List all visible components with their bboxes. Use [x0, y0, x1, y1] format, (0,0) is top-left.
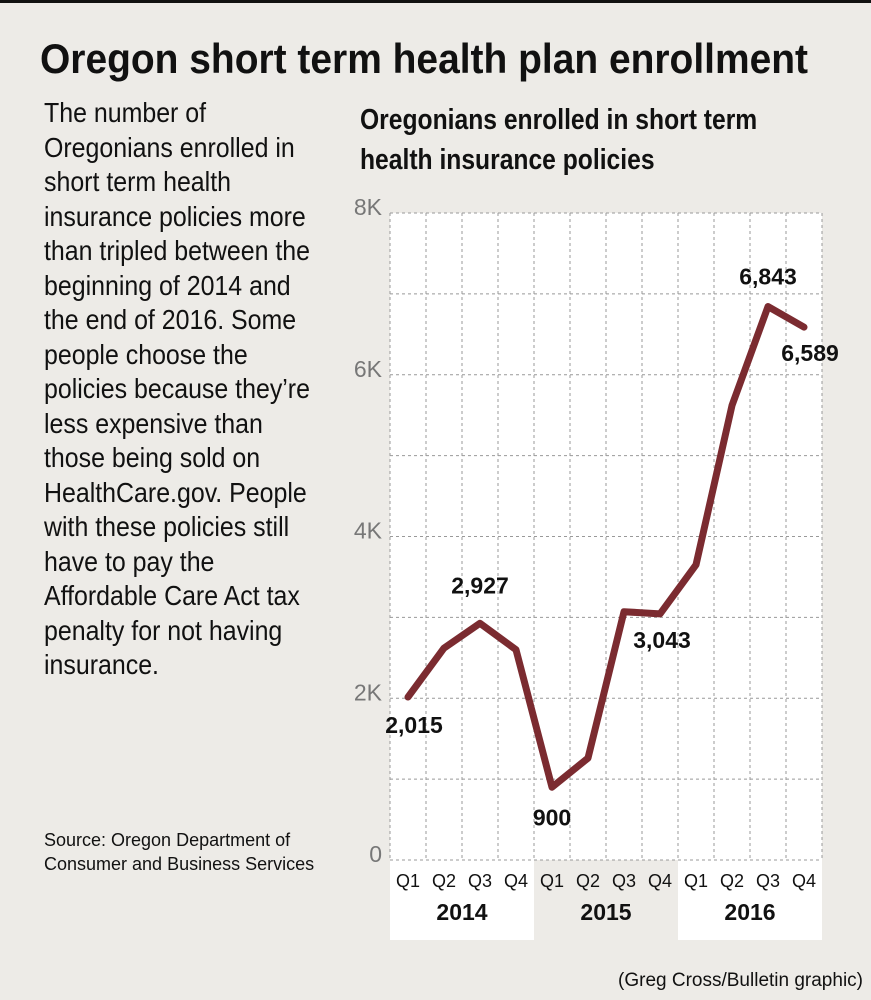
y-tick-label: 2K — [354, 679, 383, 705]
x-tick-label: Q3 — [612, 871, 636, 891]
top-rule — [0, 0, 871, 3]
x-tick-label: Q2 — [720, 871, 744, 891]
x-tick-label: Q3 — [468, 871, 492, 891]
credit: (Greg Cross/Bulletin graphic) — [618, 970, 863, 991]
y-tick-label: 4K — [354, 518, 383, 544]
x-tick-label: Q1 — [396, 871, 420, 891]
data-label: 6,843 — [739, 264, 797, 290]
data-label: 6,589 — [781, 340, 839, 366]
description: The number of Oregonians enrolled in sho… — [44, 97, 311, 680]
y-tick-label: 0 — [369, 841, 382, 867]
data-label: 2,015 — [385, 712, 443, 738]
group-label: 2015 — [580, 899, 631, 925]
x-tick-label: Q4 — [504, 871, 528, 891]
x-tick-label: Q4 — [792, 871, 816, 891]
data-line — [404, 303, 808, 791]
group-band — [678, 860, 822, 940]
x-tick-label: Q2 — [432, 871, 456, 891]
data-label: 3,043 — [633, 627, 691, 653]
y-tick-label: 8K — [354, 194, 383, 220]
x-tick-label: Q4 — [648, 871, 672, 891]
chart-title: Oregonians enrolled in short term health… — [360, 104, 758, 176]
group-band — [390, 860, 534, 940]
group-label: 2014 — [436, 899, 487, 925]
group-label: 2016 — [724, 899, 775, 925]
page-title: Oregon short term health plan enrollment — [40, 35, 808, 82]
x-tick-label: Q3 — [756, 871, 780, 891]
y-tick-label: 6K — [354, 356, 383, 382]
x-tick-label: Q2 — [576, 871, 600, 891]
data-label: 900 — [533, 804, 571, 830]
data-label: 2,927 — [451, 572, 509, 598]
source: Source: Oregon Department of Consumer an… — [44, 830, 315, 874]
x-tick-label: Q1 — [684, 871, 708, 891]
x-tick-label: Q1 — [540, 871, 564, 891]
